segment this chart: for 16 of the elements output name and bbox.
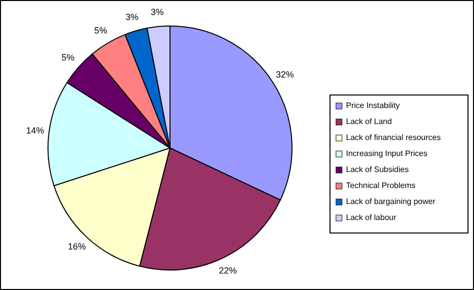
data-label: 22% bbox=[218, 265, 237, 276]
legend-label: Lack of Land bbox=[346, 117, 392, 126]
data-label: 3% bbox=[150, 6, 164, 17]
data-label: 5% bbox=[94, 25, 108, 36]
legend-label: Lack of Subsidies bbox=[346, 165, 409, 174]
legend-label: Price Instability bbox=[346, 101, 400, 110]
legend-label: Lack of labour bbox=[346, 213, 397, 222]
legend-label: Lack of financial resources bbox=[346, 133, 441, 142]
data-label: 32% bbox=[276, 70, 294, 80]
legend-label: Increasing Input Prices bbox=[346, 149, 428, 158]
data-label: 14% bbox=[26, 125, 44, 136]
data-label: 16% bbox=[68, 242, 86, 252]
data-label: 3% bbox=[126, 12, 139, 22]
legend-label: Technical Problems bbox=[346, 181, 416, 190]
data-label: 5% bbox=[61, 52, 74, 62]
legend-label: Lack of bargaining power bbox=[346, 197, 436, 206]
